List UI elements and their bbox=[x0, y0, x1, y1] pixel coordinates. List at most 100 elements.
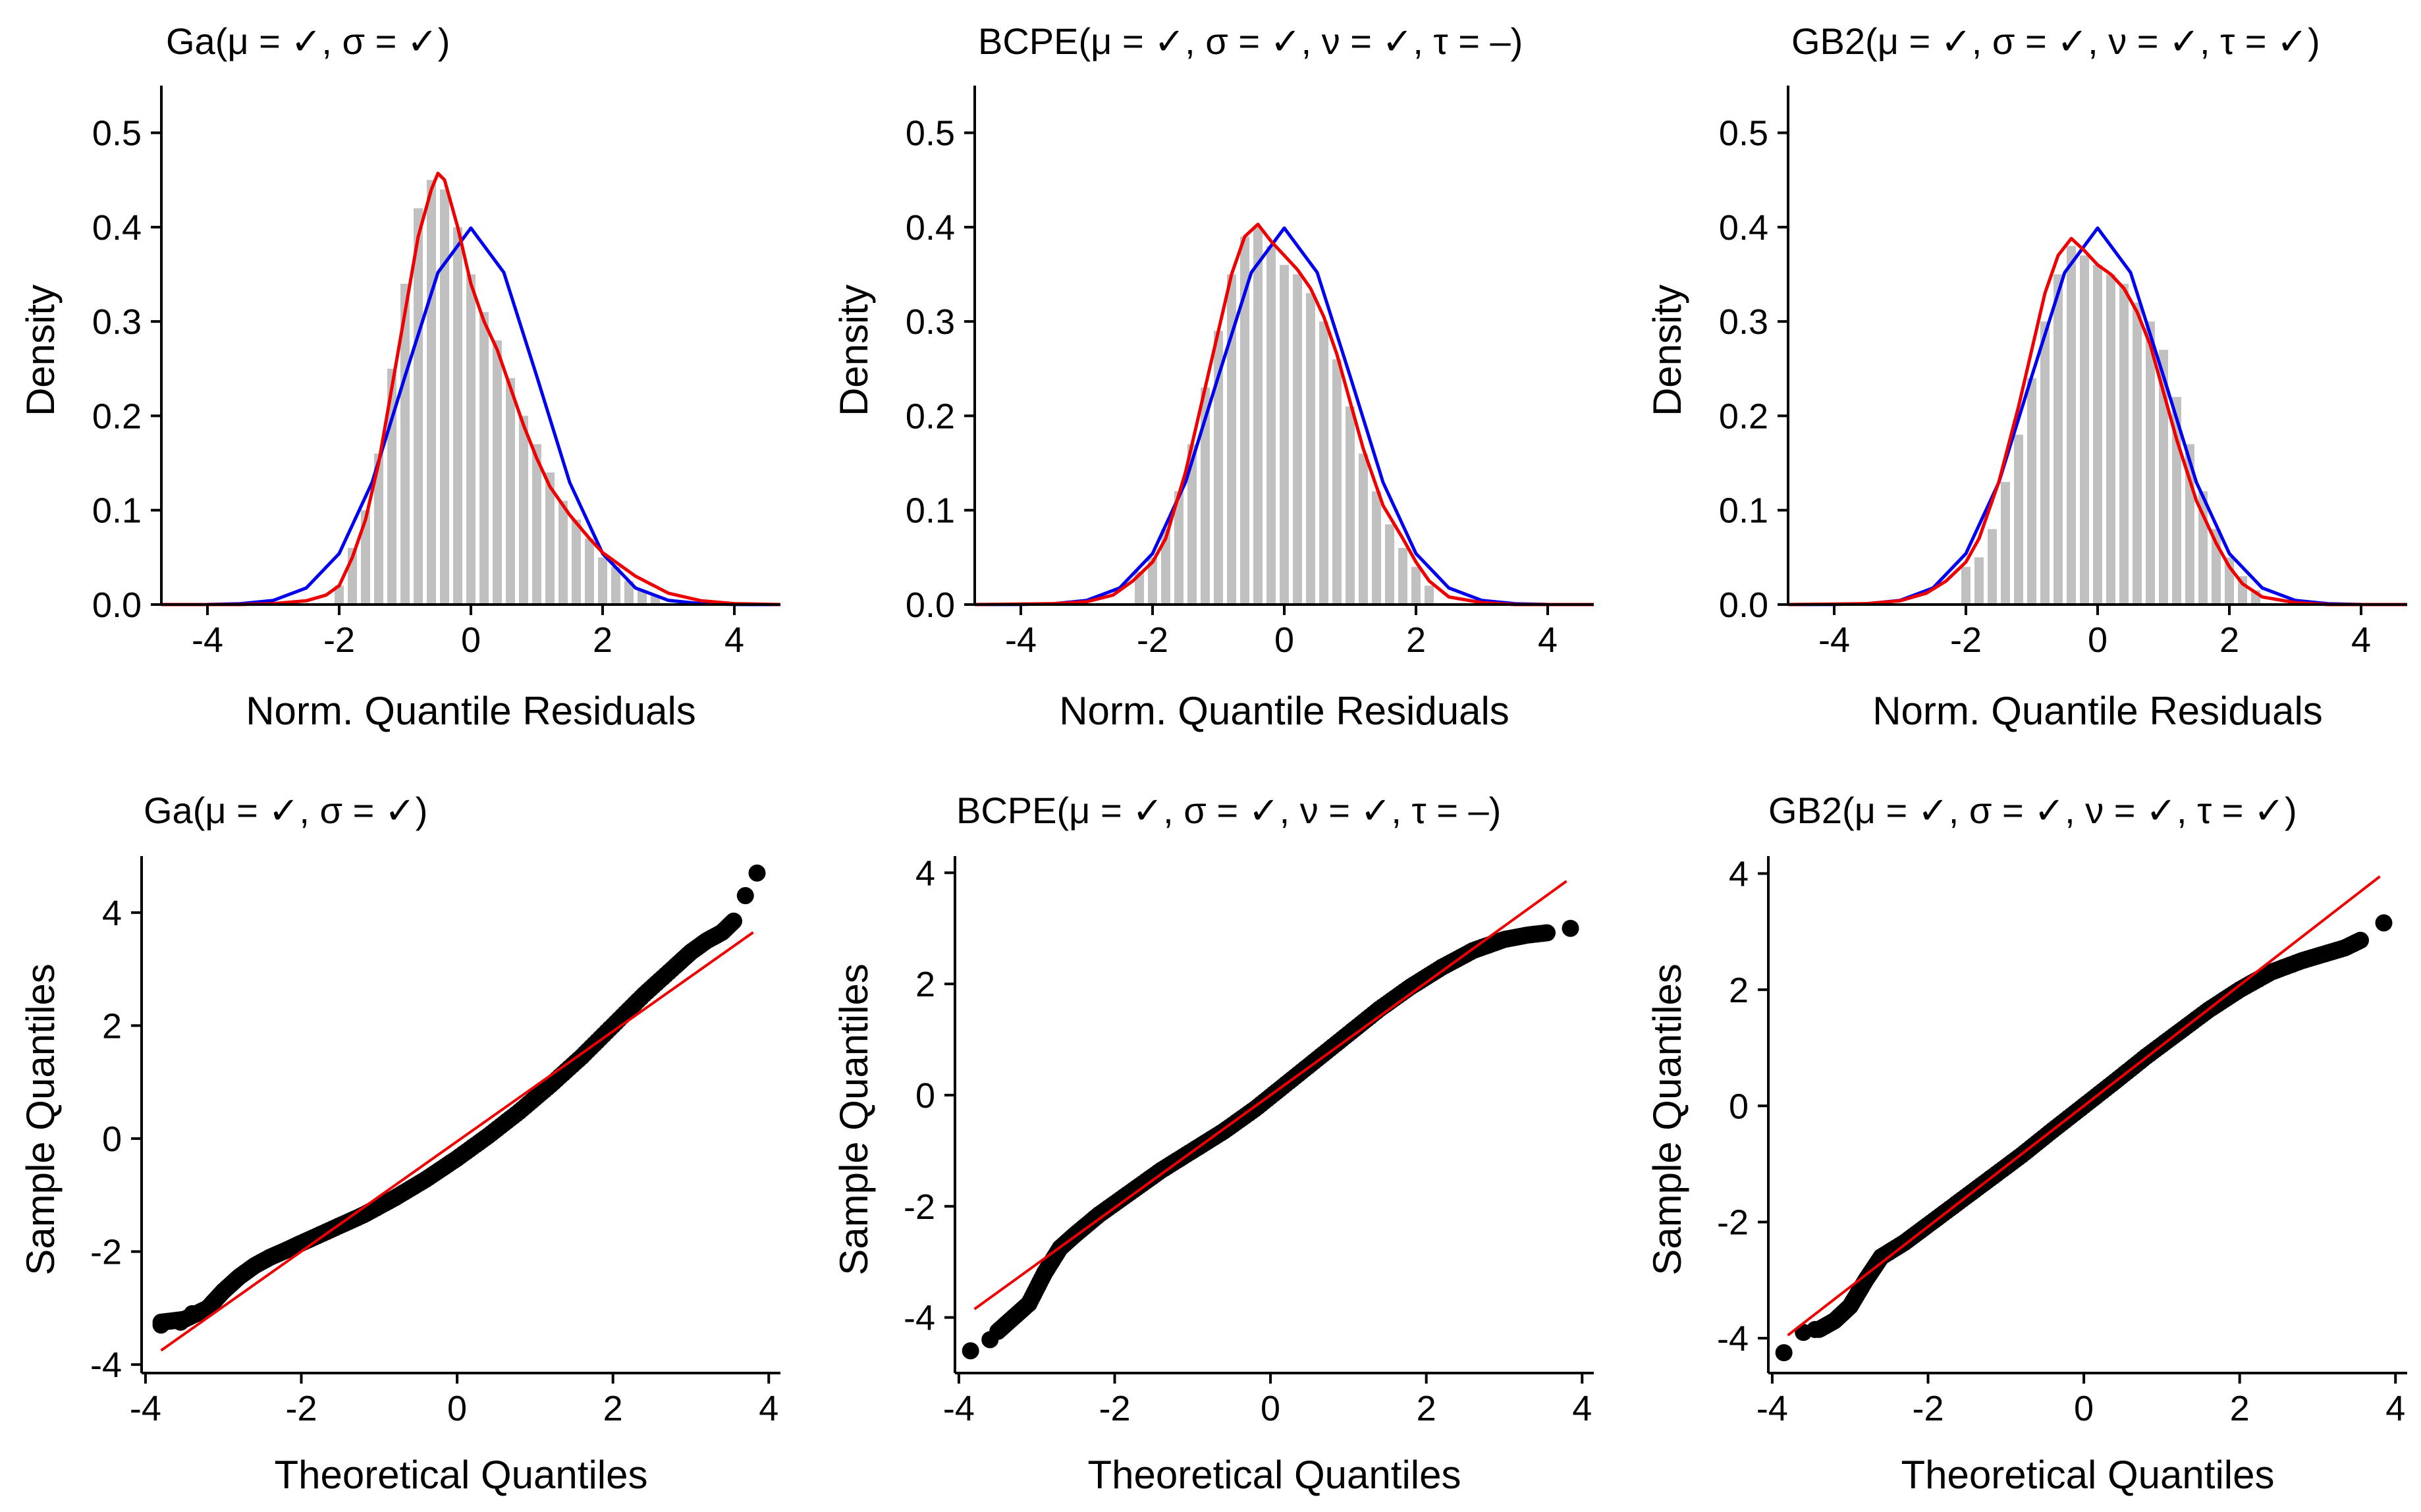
hist-bar-hist-ga-14 bbox=[519, 416, 528, 605]
qq-outlier-qq-gb2-0 bbox=[1775, 1344, 1793, 1362]
hist-bar-hist-ga-7 bbox=[427, 180, 436, 605]
qq-outlier-qq-gb2-2 bbox=[1806, 1320, 1824, 1338]
y-tick-label-hist-ga-1: 0.1 bbox=[92, 491, 142, 531]
plot-area-hist-bcpe: -4 -2 0 2 4 0.0 0.1 0.2 0.3 0.4 0.5 bbox=[906, 86, 1594, 660]
y-tick-label-hist-gb2-4: 0.4 bbox=[1719, 208, 1768, 248]
y-tick-label-qq-ga-4: 4 bbox=[102, 894, 122, 933]
y-tick-label-qq-ga-1: -2 bbox=[90, 1233, 122, 1272]
hist-bar-hist-bcpe-5 bbox=[1201, 387, 1210, 605]
panel-qq-gb2: GB2(μ = ✓, σ = ✓, ν = ✓, τ = ✓) Theoreti… bbox=[1645, 790, 2407, 1497]
hist-bar-hist-bcpe-19 bbox=[1385, 524, 1394, 605]
hist-bar-hist-gb2-3 bbox=[2001, 481, 2010, 605]
qq-point-qq-bcpe-210 bbox=[1538, 924, 1556, 942]
x-tick-label-hist-ga-0: -4 bbox=[192, 620, 223, 660]
y-tick-label-hist-ga-3: 0.3 bbox=[92, 302, 142, 342]
x-tick-label-hist-ga-1: -2 bbox=[323, 620, 355, 660]
panel-hist-bcpe: BCPE(μ = ✓, σ = ✓, ν = ✓, τ = –) Norm. Q… bbox=[832, 20, 1594, 733]
hist-bar-hist-gb2-9 bbox=[2080, 255, 2089, 605]
y-tick-label-qq-bcpe-4: 4 bbox=[915, 853, 935, 893]
hist-bar-hist-bcpe-10 bbox=[1266, 246, 1276, 605]
hist-bar-hist-bcpe-22 bbox=[1425, 585, 1434, 605]
hist-bar-hist-gb2-4 bbox=[2014, 435, 2023, 605]
qq-outlier-qq-ga-2 bbox=[183, 1305, 201, 1322]
x-tick-label-hist-ga-2: 0 bbox=[461, 620, 481, 660]
x-tick-label-qq-gb2-3: 2 bbox=[2230, 1389, 2250, 1428]
hist-bar-hist-ga-12 bbox=[493, 340, 502, 605]
y-tick-label-qq-gb2-4: 4 bbox=[1729, 854, 1749, 894]
x-tick-label-qq-gb2-0: -4 bbox=[1756, 1389, 1788, 1428]
x-axis-title-hist-ga: Norm. Quantile Residuals bbox=[246, 689, 696, 733]
y-tick-label-qq-ga-3: 2 bbox=[102, 1006, 122, 1046]
qq-outlier-qq-ga-3 bbox=[736, 887, 754, 905]
y-tick-label-hist-ga-4: 0.4 bbox=[92, 208, 142, 248]
qq-outlier-qq-ga-0 bbox=[152, 1316, 170, 1334]
y-tick-label-hist-ga-0: 0.0 bbox=[92, 585, 142, 625]
x-axis-title-hist-bcpe: Norm. Quantile Residuals bbox=[1059, 689, 1510, 733]
y-tick-label-hist-bcpe-5: 0.5 bbox=[906, 114, 955, 153]
qq-outlier-qq-bcpe-0 bbox=[962, 1342, 979, 1360]
hist-bar-hist-gb2-0 bbox=[1961, 566, 1971, 605]
panel-title-qq-bcpe: BCPE(μ = ✓, σ = ✓, ν = ✓, τ = –) bbox=[956, 790, 1501, 831]
x-tick-label-hist-gb2-1: -2 bbox=[1950, 620, 1982, 660]
hist-bar-hist-bcpe-6 bbox=[1214, 331, 1223, 605]
panel-qq-ga: Ga(μ = ✓, σ = ✓) Theoretical Quantiles S… bbox=[18, 790, 780, 1497]
x-tick-label-hist-gb2-2: 0 bbox=[2088, 620, 2108, 660]
hist-bar-hist-ga-17 bbox=[558, 500, 568, 605]
qq-outlier-qq-ga-4 bbox=[748, 864, 766, 882]
qq-point-qq-gb2-210 bbox=[2352, 931, 2369, 949]
y-axis-title-hist-ga: Density bbox=[18, 284, 63, 416]
panel-hist-gb2: GB2(μ = ✓, σ = ✓, ν = ✓, τ = ✓) Norm. Qu… bbox=[1645, 20, 2408, 733]
y-tick-label-qq-bcpe-3: 2 bbox=[915, 965, 935, 1004]
y-tick-label-qq-gb2-0: -4 bbox=[1717, 1319, 1749, 1359]
hist-bar-hist-ga-13 bbox=[506, 378, 515, 605]
hist-bar-hist-ga-22 bbox=[624, 581, 634, 605]
y-tick-label-qq-gb2-3: 2 bbox=[1729, 971, 1749, 1010]
y-tick-label-hist-gb2-2: 0.2 bbox=[1719, 396, 1768, 436]
y-tick-label-qq-bcpe-0: -4 bbox=[904, 1299, 935, 1338]
hist-bar-hist-bcpe-3 bbox=[1174, 491, 1183, 605]
hist-bar-hist-gb2-14 bbox=[2146, 321, 2155, 605]
panel-title-qq-ga: Ga(μ = ✓, σ = ✓) bbox=[144, 790, 427, 831]
y-tick-label-qq-bcpe-1: -2 bbox=[904, 1187, 935, 1227]
panel-title-hist-gb2: GB2(μ = ✓, σ = ✓, ν = ✓, τ = ✓) bbox=[1791, 20, 2320, 62]
hist-bar-hist-ga-23 bbox=[638, 590, 647, 605]
hist-bar-hist-ga-6 bbox=[414, 208, 423, 605]
hist-bar-hist-bcpe-0 bbox=[1135, 571, 1144, 605]
y-tick-label-hist-gb2-0: 0.0 bbox=[1719, 585, 1768, 625]
y-axis-title-hist-bcpe: Density bbox=[832, 284, 876, 416]
hist-bar-hist-bcpe-4 bbox=[1187, 444, 1197, 605]
panel-title-hist-bcpe: BCPE(μ = ✓, σ = ✓, ν = ✓, τ = –) bbox=[978, 20, 1523, 62]
panel-hist-ga: Ga(μ = ✓, σ = ✓) Norm. Quantile Residual… bbox=[18, 20, 781, 733]
y-axis-title-hist-gb2: Density bbox=[1645, 284, 1689, 416]
hist-bar-hist-bcpe-21 bbox=[1411, 566, 1421, 605]
hist-bar-hist-gb2-5 bbox=[2027, 378, 2036, 605]
y-tick-label-qq-gb2-2: 0 bbox=[1729, 1087, 1749, 1126]
x-axis-title-hist-gb2: Norm. Quantile Residuals bbox=[1872, 689, 2323, 733]
qq-outlier-qq-gb2-3 bbox=[2375, 914, 2393, 932]
plot-area-hist-gb2: -4 -2 0 2 4 0.0 0.1 0.2 0.3 0.4 0.5 bbox=[1719, 86, 2408, 660]
qq-outlier-qq-bcpe-1 bbox=[981, 1331, 999, 1349]
hist-bar-hist-ga-21 bbox=[611, 566, 620, 605]
density-curve-hist-bcpe bbox=[974, 223, 1594, 607]
x-tick-label-qq-bcpe-4: 4 bbox=[1572, 1389, 1592, 1428]
y-tick-label-hist-bcpe-3: 0.3 bbox=[906, 302, 955, 342]
x-axis-title-qq-bcpe: Theoretical Quantiles bbox=[1088, 1453, 1461, 1497]
hist-bar-hist-bcpe-12 bbox=[1293, 274, 1302, 605]
hist-bar-hist-bcpe-14 bbox=[1319, 321, 1328, 605]
hist-bar-hist-bcpe-2 bbox=[1161, 529, 1170, 605]
x-tick-label-hist-ga-4: 4 bbox=[724, 620, 744, 660]
y-tick-label-hist-gb2-3: 0.3 bbox=[1719, 302, 1768, 342]
hist-bar-hist-gb2-6 bbox=[2040, 321, 2050, 605]
y-tick-label-hist-ga-2: 0.2 bbox=[92, 396, 142, 436]
y-tick-label-hist-bcpe-4: 0.4 bbox=[906, 208, 955, 248]
x-tick-label-qq-ga-3: 2 bbox=[603, 1389, 623, 1428]
y-tick-label-qq-ga-0: -4 bbox=[90, 1345, 122, 1385]
hist-bar-hist-gb2-8 bbox=[2067, 246, 2076, 605]
plot-area-hist-ga: -4 -2 0 2 4 0.0 0.1 0.2 0.3 0.4 0.5 bbox=[92, 86, 781, 660]
x-tick-label-hist-bcpe-2: 0 bbox=[1274, 620, 1294, 660]
qq-outlier-qq-bcpe-2 bbox=[1562, 919, 1579, 937]
hist-bar-hist-gb2-2 bbox=[1988, 529, 1997, 605]
x-tick-label-qq-ga-0: -4 bbox=[130, 1389, 161, 1428]
hist-bar-hist-bcpe-11 bbox=[1280, 265, 1289, 605]
